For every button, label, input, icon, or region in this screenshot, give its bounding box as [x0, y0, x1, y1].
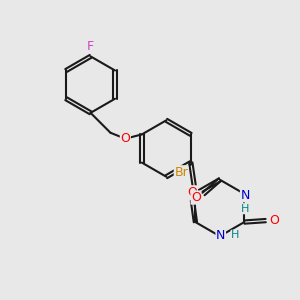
Text: N: N: [216, 229, 225, 242]
Text: N: N: [241, 189, 250, 202]
Text: O: O: [191, 191, 201, 204]
Text: F: F: [87, 40, 94, 53]
Text: O: O: [120, 132, 130, 145]
Text: O: O: [188, 186, 197, 199]
Text: H: H: [241, 204, 249, 214]
Text: H: H: [231, 230, 239, 240]
Text: Br: Br: [174, 166, 188, 179]
Text: O: O: [269, 214, 279, 227]
